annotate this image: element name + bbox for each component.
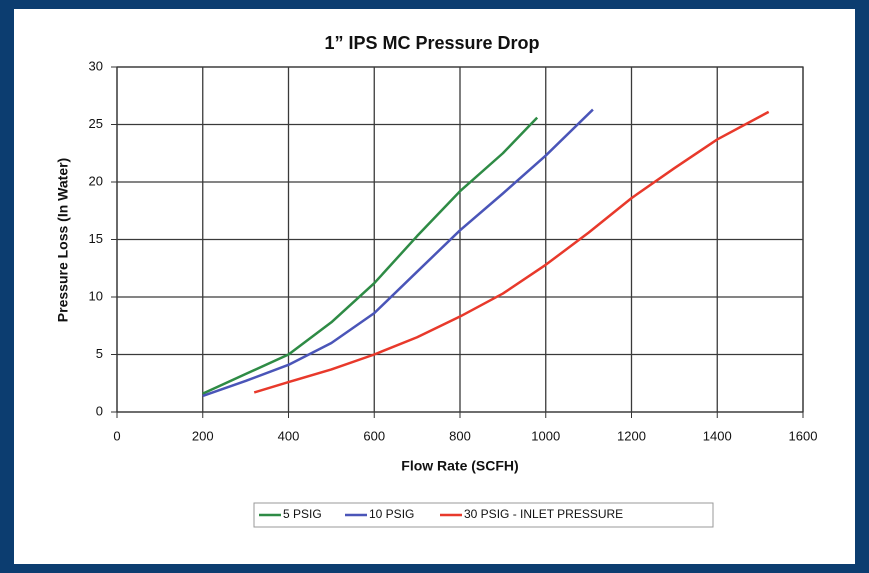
x-tick-label: 1200 <box>617 428 646 443</box>
legend-box <box>253 502 714 528</box>
x-axis-label: Flow Rate (SCFH) <box>401 458 518 474</box>
legend-label: 30 PSIG - INLET PRESSURE <box>464 507 623 521</box>
x-tick-label: 200 <box>192 428 214 443</box>
line-series <box>202 108 594 398</box>
x-tick-label: 1000 <box>531 428 560 443</box>
x-tick-label: 1400 <box>703 428 732 443</box>
frame <box>14 9 855 564</box>
y-tick-label: 20 <box>89 173 103 188</box>
y-tick-label: 25 <box>89 116 103 131</box>
y-tick-label: 10 <box>89 288 103 303</box>
y-tick-label: 0 <box>96 403 103 418</box>
y-axis-label: Pressure Loss (In Water) <box>55 158 71 322</box>
y-tick-label: 15 <box>89 231 103 246</box>
line-series <box>202 116 539 395</box>
x-tick-label: 600 <box>363 428 385 443</box>
x-tick-label: 400 <box>278 428 300 443</box>
y-tick-label: 5 <box>96 346 103 361</box>
x-tick-label: 0 <box>113 428 120 443</box>
x-tick-label: 800 <box>449 428 471 443</box>
y-tick-label: 30 <box>89 58 103 73</box>
chart-title: 1” IPS MC Pressure Drop <box>324 33 539 53</box>
legend-label: 5 PSIG <box>283 507 322 521</box>
x-tick-label: 1600 <box>789 428 818 443</box>
plot-border <box>116 66 804 413</box>
line-series <box>253 110 770 394</box>
legend-label: 10 PSIG <box>369 507 414 521</box>
